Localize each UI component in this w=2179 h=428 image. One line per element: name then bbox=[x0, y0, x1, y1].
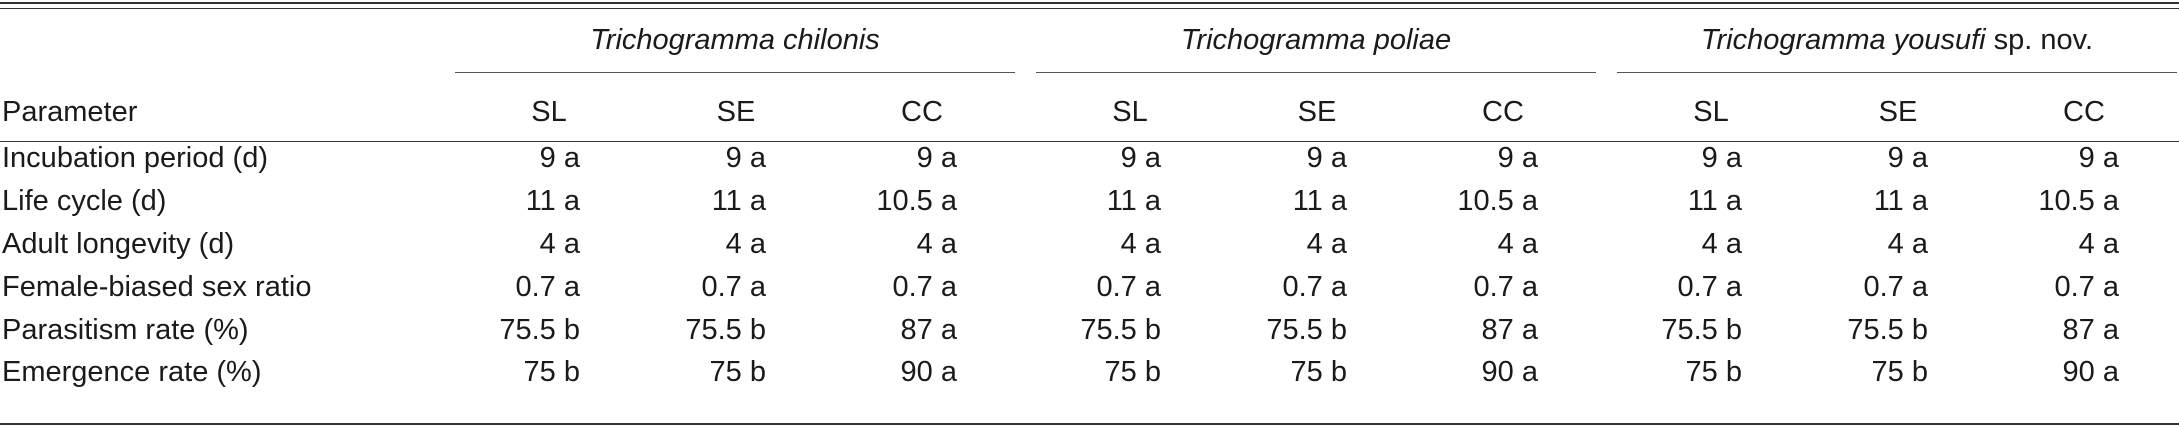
table-cell: 10.5 a bbox=[876, 185, 957, 217]
table-cell: 11 a bbox=[1687, 185, 1742, 217]
table-cell: 11 a bbox=[525, 185, 580, 217]
table-cell: 9 a bbox=[1120, 142, 1161, 174]
parameter-label: Female-biased sex ratio bbox=[2, 271, 312, 303]
table-cell: 9 a bbox=[1701, 142, 1742, 174]
table-cell: 0.7 a bbox=[701, 271, 767, 303]
parameter-header: Parameter bbox=[2, 96, 138, 128]
top-rule-thin bbox=[0, 8, 2179, 9]
parameter-label: Parasitism rate (%) bbox=[2, 314, 249, 346]
group-underline-chilonis bbox=[455, 72, 1015, 73]
table-cell: 4 a bbox=[2078, 228, 2119, 260]
species-name: Trichogramma poliae bbox=[1180, 24, 1452, 56]
table-cell: 75 b bbox=[523, 356, 580, 388]
table-cell: 75 b bbox=[709, 356, 766, 388]
table-cell: 0.7 a bbox=[1863, 271, 1929, 303]
table-cell: 90 a bbox=[1481, 356, 1538, 388]
table-cell: 10.5 a bbox=[2038, 185, 2119, 217]
table-cell: 9 a bbox=[539, 142, 580, 174]
table-cell: 0.7 a bbox=[1677, 271, 1743, 303]
table-cell: 87 a bbox=[900, 314, 957, 346]
subhead-se: SE bbox=[716, 96, 756, 128]
table-cell: 87 a bbox=[1481, 314, 1538, 346]
table-cell: 4 a bbox=[1497, 228, 1538, 260]
table-cell: 75 b bbox=[1290, 356, 1347, 388]
table-cell: 0.7 a bbox=[1473, 271, 1539, 303]
table-cell: 4 a bbox=[725, 228, 766, 260]
table-cell: 11 a bbox=[1292, 185, 1347, 217]
table-cell: 11 a bbox=[1873, 185, 1928, 217]
subhead-se: SE bbox=[1297, 96, 1337, 128]
subhead-cc: CC bbox=[901, 96, 943, 128]
header-rule bbox=[0, 141, 2179, 142]
parameter-label: Emergence rate (%) bbox=[2, 356, 262, 388]
table-cell: 9 a bbox=[1306, 142, 1347, 174]
table-cell: 4 a bbox=[1306, 228, 1347, 260]
table-cell: 4 a bbox=[1701, 228, 1742, 260]
table-cell: 0.7 a bbox=[1282, 271, 1348, 303]
species-suffix: sp. nov. bbox=[1985, 24, 2094, 56]
group-underline-poliae bbox=[1036, 72, 1596, 73]
table-cell: 11 a bbox=[1106, 185, 1161, 217]
group-underline-yousufi bbox=[1617, 72, 2177, 73]
table-cell: 87 a bbox=[2062, 314, 2119, 346]
parameter-label: Life cycle (d) bbox=[2, 185, 167, 217]
subhead-sl: SL bbox=[1693, 96, 1729, 128]
table-cell: 11 a bbox=[711, 185, 766, 217]
group-header-poliae: Trichogramma poliae bbox=[1036, 20, 1596, 60]
table-cell: 0.7 a bbox=[1096, 271, 1162, 303]
table-cell: 9 a bbox=[725, 142, 766, 174]
table-cell: 4 a bbox=[1887, 228, 1928, 260]
parameter-label: Incubation period (d) bbox=[2, 142, 268, 174]
table-cell: 0.7 a bbox=[892, 271, 958, 303]
table-cell: 75 b bbox=[1685, 356, 1742, 388]
table-cell: 0.7 a bbox=[2054, 271, 2120, 303]
subhead-sl: SL bbox=[1112, 96, 1148, 128]
table-cell: 90 a bbox=[900, 356, 957, 388]
table-cell: 75 b bbox=[1104, 356, 1161, 388]
table-cell: 75.5 b bbox=[1661, 314, 1742, 346]
table-cell: 75.5 b bbox=[1266, 314, 1347, 346]
table-cell: 9 a bbox=[916, 142, 957, 174]
bottom-rule bbox=[0, 423, 2179, 425]
table-cell: 90 a bbox=[2062, 356, 2119, 388]
table-cell: 75 b bbox=[1871, 356, 1928, 388]
parameter-label: Adult longevity (d) bbox=[2, 228, 235, 260]
subhead-se: SE bbox=[1878, 96, 1918, 128]
table-cell: 75.5 b bbox=[685, 314, 766, 346]
species-name: Trichogramma chilonis bbox=[590, 24, 880, 56]
subhead-cc: CC bbox=[1482, 96, 1524, 128]
table-cell: 0.7 a bbox=[515, 271, 581, 303]
table-cell: 75.5 b bbox=[499, 314, 580, 346]
table-cell: 75.5 b bbox=[1847, 314, 1928, 346]
table-cell: 4 a bbox=[1120, 228, 1161, 260]
table-cell: 75.5 b bbox=[1080, 314, 1161, 346]
species-name: Trichogramma yousufi bbox=[1700, 24, 1986, 56]
table-cell: 9 a bbox=[1497, 142, 1538, 174]
group-header-yousufi: Trichogramma yousufi sp. nov. bbox=[1617, 20, 2177, 60]
group-header-chilonis: Trichogramma chilonis bbox=[455, 20, 1015, 60]
top-rule bbox=[0, 2, 2179, 4]
subhead-sl: SL bbox=[531, 96, 567, 128]
table-cell: 10.5 a bbox=[1457, 185, 1538, 217]
table-cell: 4 a bbox=[539, 228, 580, 260]
table-cell: 9 a bbox=[1887, 142, 1928, 174]
table-cell: 9 a bbox=[2078, 142, 2119, 174]
subhead-cc: CC bbox=[2063, 96, 2105, 128]
table-cell: 4 a bbox=[916, 228, 957, 260]
